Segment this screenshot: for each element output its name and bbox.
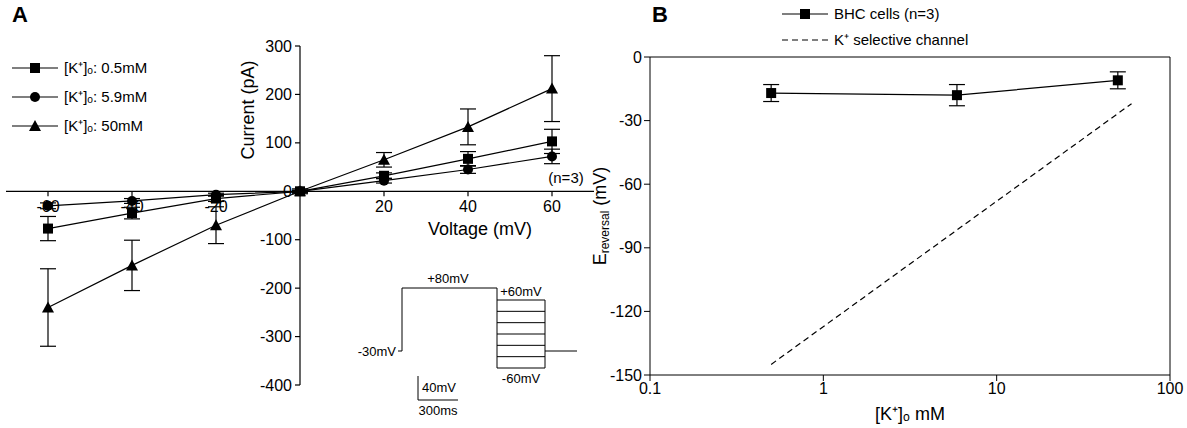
svg-text:-20: -20 (204, 198, 227, 215)
svg-text:[K⁺]ₒ: 5.9mM: [K⁺]ₒ: 5.9mM (64, 88, 147, 105)
svg-text:-30: -30 (619, 112, 642, 129)
svg-text:40mV: 40mV (422, 380, 456, 395)
svg-text:1: 1 (819, 380, 828, 397)
svg-text:-60mV: -60mV (502, 371, 541, 386)
svg-text:200: 200 (265, 86, 292, 103)
svg-text:A: A (12, 2, 28, 27)
svg-text:-300: -300 (260, 328, 292, 345)
svg-text:[K⁺]ₒ: 50mM: [K⁺]ₒ: 50mM (64, 117, 143, 134)
svg-text:-60: -60 (619, 176, 642, 193)
svg-text:[K⁺]ₒ: 0.5mM: [K⁺]ₒ: 0.5mM (64, 59, 147, 76)
svg-text:20: 20 (375, 198, 393, 215)
svg-text:0: 0 (633, 49, 642, 66)
svg-text:Voltage (mV): Voltage (mV) (428, 219, 532, 239)
svg-text:-60: -60 (36, 198, 59, 215)
svg-text:-200: -200 (260, 280, 292, 297)
svg-text:-30mV: -30mV (358, 344, 397, 359)
svg-text:10: 10 (988, 380, 1006, 397)
svg-text:[K⁺]ₒ mM: [K⁺]ₒ mM (875, 404, 945, 424)
svg-text:BHC cells (n=3): BHC cells (n=3) (834, 5, 939, 22)
svg-text:-400: -400 (260, 377, 292, 394)
svg-text:K⁺ selective channel: K⁺ selective channel (834, 31, 968, 48)
svg-text:-90: -90 (619, 239, 642, 256)
svg-text:Current (pA): Current (pA) (238, 60, 258, 159)
svg-text:+60mV: +60mV (500, 284, 542, 299)
svg-text:0: 0 (283, 183, 292, 200)
svg-text:-150: -150 (610, 367, 642, 384)
svg-text:300ms: 300ms (418, 403, 458, 418)
svg-text:-100: -100 (260, 231, 292, 248)
svg-text:300: 300 (265, 38, 292, 55)
svg-text:40: 40 (459, 198, 477, 215)
svg-text:100: 100 (265, 134, 292, 151)
svg-text:(n=3): (n=3) (548, 169, 583, 186)
svg-text:+80mV: +80mV (427, 271, 469, 286)
svg-text:-120: -120 (610, 303, 642, 320)
svg-text:Ereversal (mV): Ereversal (mV) (590, 167, 612, 266)
svg-text:60: 60 (543, 198, 561, 215)
svg-text:B: B (652, 2, 668, 27)
svg-text:100: 100 (1157, 380, 1179, 397)
svg-text:-40: -40 (120, 198, 143, 215)
svg-text:0.1: 0.1 (639, 380, 661, 397)
